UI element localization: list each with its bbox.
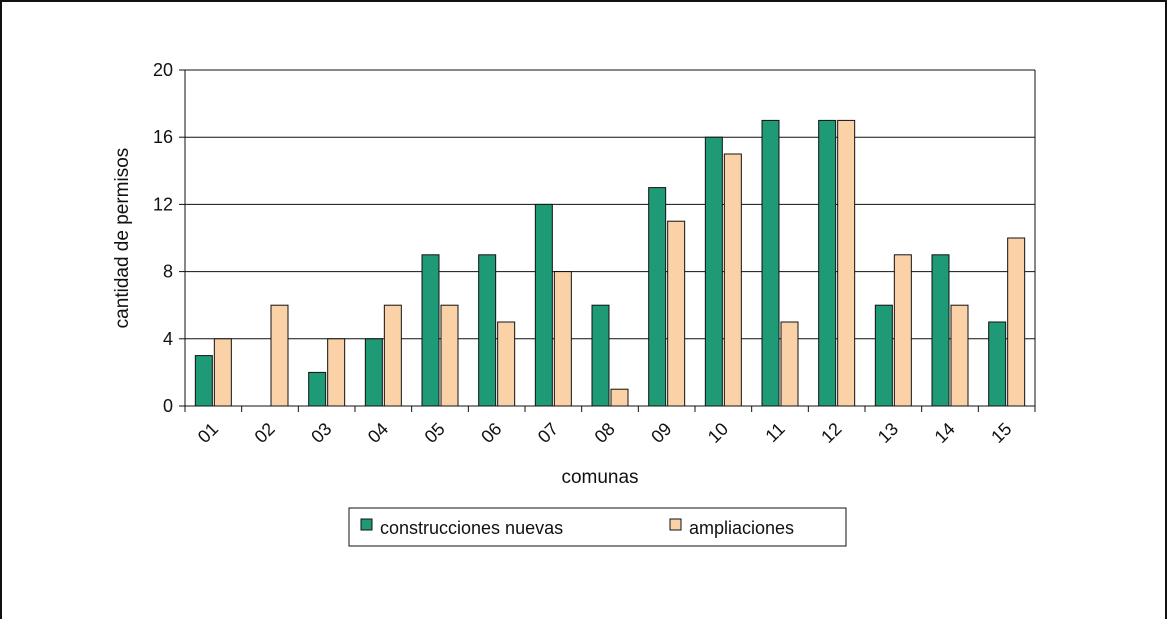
x-tick-label-12: 12 bbox=[817, 419, 845, 447]
bar-construcciones-nuevas-09 bbox=[648, 187, 667, 407]
gridlines bbox=[185, 69, 1035, 340]
bar-construcciones-nuevas-10 bbox=[704, 136, 723, 407]
y-tick-label-16: 16 bbox=[153, 127, 173, 147]
bar-construcciones-nuevas-14 bbox=[931, 254, 950, 407]
x-tick-label-01: 01 bbox=[194, 419, 222, 447]
legend-label-ampliaciones: ampliaciones bbox=[689, 518, 794, 538]
bar-ampliaciones-04 bbox=[383, 304, 402, 407]
bar-ampliaciones-11 bbox=[780, 321, 799, 407]
bar-ampliaciones-14 bbox=[950, 304, 969, 407]
bar-ampliaciones-09 bbox=[667, 220, 686, 407]
bar-construcciones-nuevas-03 bbox=[308, 371, 327, 407]
bar-construcciones-nuevas-07 bbox=[534, 203, 553, 407]
x-tick-label-13: 13 bbox=[874, 419, 902, 447]
x-tick-label-14: 14 bbox=[931, 419, 959, 447]
y-tick-label-8: 8 bbox=[163, 262, 173, 282]
legend-swatch-construcciones-nuevas bbox=[360, 518, 373, 531]
bars bbox=[194, 119, 1026, 407]
bar-construcciones-nuevas-11 bbox=[761, 119, 780, 407]
x-tick-label-09: 09 bbox=[647, 419, 675, 447]
y-axis-title: cantidad de permisos bbox=[112, 148, 133, 329]
bar-ampliaciones-10 bbox=[723, 153, 742, 407]
bar-construcciones-nuevas-15 bbox=[988, 321, 1007, 407]
bar-construcciones-nuevas-08 bbox=[591, 304, 610, 407]
y-tick-label-4: 4 bbox=[163, 329, 173, 349]
x-tick-label-06: 06 bbox=[477, 419, 505, 447]
bar-ampliaciones-07 bbox=[553, 271, 572, 407]
bar-construcciones-nuevas-04 bbox=[364, 338, 383, 407]
bar-construcciones-nuevas-05 bbox=[421, 254, 440, 407]
bar-construcciones-nuevas-13 bbox=[874, 304, 893, 407]
axes bbox=[179, 69, 1036, 412]
legend-box bbox=[348, 507, 847, 547]
x-tick-label-15: 15 bbox=[987, 419, 1015, 447]
legend-swatch-ampliaciones bbox=[669, 518, 682, 531]
x-tick-label-08: 08 bbox=[591, 419, 619, 447]
x-axis-title: comunas bbox=[561, 467, 638, 488]
x-tick-label-10: 10 bbox=[704, 419, 732, 447]
bar-ampliaciones-13 bbox=[893, 254, 912, 407]
y-tick-labels: 0 4 8 12 16 20 bbox=[153, 60, 173, 416]
bar-ampliaciones-05 bbox=[440, 304, 459, 407]
y-tick-label-20: 20 bbox=[153, 60, 173, 80]
legend: construcciones nuevas ampliaciones bbox=[348, 507, 847, 547]
x-tick-label-07: 07 bbox=[534, 419, 562, 447]
x-tick-label-11: 11 bbox=[761, 419, 788, 446]
x-tick-label-02: 02 bbox=[251, 419, 279, 447]
x-tick-labels: 01 02 03 04 05 06 07 08 09 10 11 12 13 14 15 bbox=[194, 419, 1016, 447]
bar-construcciones-nuevas-06 bbox=[478, 254, 497, 407]
bar-ampliaciones-02 bbox=[270, 304, 289, 407]
bar-ampliaciones-01 bbox=[213, 338, 232, 407]
x-tick-label-03: 03 bbox=[307, 419, 335, 447]
y-tick-label-12: 12 bbox=[153, 194, 173, 214]
bar-construcciones-nuevas-01 bbox=[194, 355, 213, 407]
bar-ampliaciones-03 bbox=[327, 338, 346, 407]
bar-ampliaciones-15 bbox=[1007, 237, 1026, 407]
x-tick-label-05: 05 bbox=[421, 419, 449, 447]
bar-ampliaciones-12 bbox=[837, 119, 856, 407]
legend-label-construcciones-nuevas: construcciones nuevas bbox=[380, 518, 563, 538]
bar-ampliaciones-06 bbox=[497, 321, 516, 407]
x-tick-label-04: 04 bbox=[364, 419, 392, 447]
bar-ampliaciones-08 bbox=[610, 388, 629, 407]
bar-construcciones-nuevas-12 bbox=[818, 119, 837, 407]
y-tick-label-0: 0 bbox=[163, 396, 173, 416]
